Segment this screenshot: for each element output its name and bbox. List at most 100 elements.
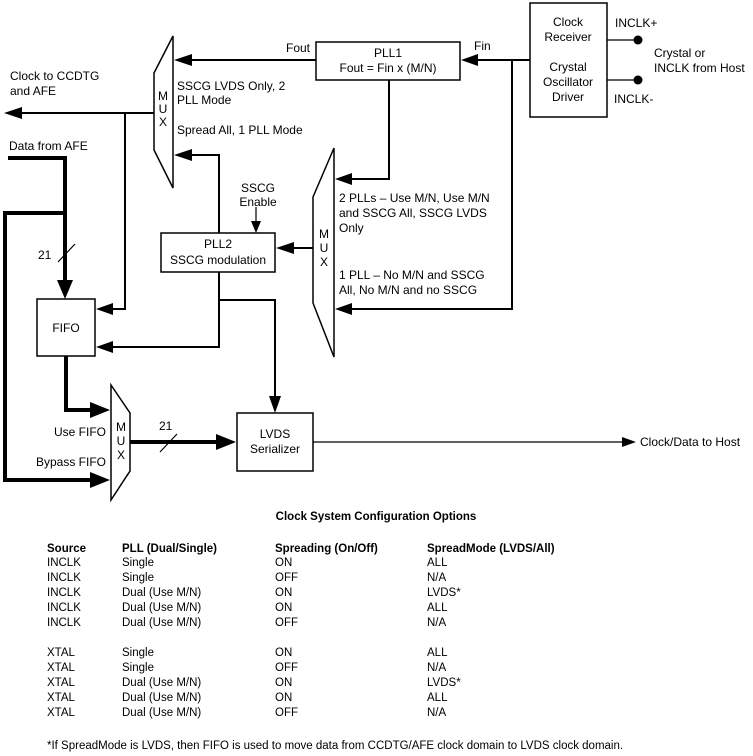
arrow-icon — [622, 437, 636, 447]
table-cell: ALL — [427, 557, 448, 569]
config-table: Clock System Configuration Options Sourc… — [47, 511, 623, 752]
arrow-icon — [276, 242, 294, 254]
table-row: XTAL Dual (Use M/N) ON ALL — [47, 692, 448, 704]
mux2-input-label: All, No M/N and no SSCG — [339, 283, 477, 297]
mux-label: M — [158, 89, 168, 103]
arrow-icon — [96, 303, 113, 315]
table-cell: INCLK — [47, 557, 81, 569]
crystal-osc-label: Oscillator — [543, 75, 593, 89]
column-header: PLL (Dual/Single) — [122, 543, 217, 555]
mux-pll-select: M U X — [312, 147, 335, 358]
table-cell: OFF — [275, 617, 298, 629]
fin-label: Fin — [474, 39, 491, 53]
fout-label: Fout — [286, 41, 311, 55]
mux-data-select: M U X — [110, 382, 131, 503]
column-header: SpreadMode (LVDS/All) — [427, 543, 555, 555]
arrow-icon — [251, 221, 261, 233]
table-footnote: *If SpreadMode is LVDS, then FIFO is use… — [47, 740, 623, 752]
mux-label: M — [319, 227, 329, 241]
table-row: INCLK Dual (Use M/N) OFF N/A — [47, 617, 447, 629]
arrow-icon — [96, 341, 113, 353]
crystal-label: Crystal or — [654, 46, 705, 60]
table-cell: LVDS* — [427, 677, 461, 689]
host-output-label: Clock/Data to Host — [640, 435, 741, 449]
table-row: XTAL Dual (Use M/N) OFF N/A — [47, 707, 447, 719]
table-cell: OFF — [275, 572, 298, 584]
table-cell: XTAL — [47, 707, 76, 719]
table-cell: XTAL — [47, 662, 76, 674]
data-input-label: Data from AFE — [9, 139, 88, 153]
arrow-icon — [216, 434, 236, 450]
table-cell: XTAL — [47, 692, 76, 704]
arrow-icon — [57, 280, 73, 299]
table-cell: Dual (Use M/N) — [122, 587, 201, 599]
table-row: INCLK Single ON ALL — [47, 557, 448, 569]
inclk-plus-pin-icon — [633, 35, 643, 45]
table-row: INCLK Dual (Use M/N) ON ALL — [47, 602, 448, 614]
pll2-label: PLL2 — [204, 237, 232, 251]
table-cell: ALL — [427, 692, 448, 704]
mux1-input-label: Spread All, 1 PLL Mode — [177, 123, 303, 137]
mux-label: M — [116, 420, 126, 434]
clock-receiver-block: Clock Receiver Crystal Oscillator Driver — [529, 2, 608, 118]
mux2-input-label: and SSCG All, SSCG LVDS — [339, 206, 487, 220]
sscg-enable-label: Enable — [239, 195, 277, 209]
crystal-osc-label: Crystal — [549, 60, 586, 74]
table-cell: Dual (Use M/N) — [122, 707, 201, 719]
bypass-fifo-label: Bypass FIFO — [36, 455, 106, 469]
mux-label: U — [320, 241, 329, 255]
table-cell: XTAL — [47, 647, 76, 659]
arrow-icon — [4, 107, 22, 119]
table-cell: Single — [122, 557, 154, 569]
column-header: Source — [47, 543, 86, 555]
pll1-block: PLL1 Fout = Fin x (M/N) — [315, 41, 461, 81]
table-cell: ON — [275, 647, 292, 659]
mux2-input-label: 2 PLLs – Use M/N, Use M/N — [339, 191, 490, 205]
pll2-block: PLL2 SSCG modulation — [160, 232, 276, 273]
table-cell: INCLK — [47, 587, 81, 599]
clock-receiver-label: Receiver — [544, 30, 591, 44]
table-cell: OFF — [275, 707, 298, 719]
table-cell: Dual (Use M/N) — [122, 602, 201, 614]
table-row: INCLK Dual (Use M/N) ON LVDS* — [47, 587, 461, 599]
lvds-label: Serializer — [250, 442, 300, 456]
table-cell: Dual (Use M/N) — [122, 677, 201, 689]
fifo-block: FIFO — [36, 298, 96, 357]
clock-output-label: and AFE — [10, 84, 56, 98]
use-fifo-label: Use FIFO — [54, 425, 106, 439]
pll1-formula: Fout = Fin x (M/N) — [339, 61, 436, 75]
table-cell: N/A — [427, 662, 447, 674]
table-cell: ON — [275, 692, 292, 704]
table-header: Source PLL (Dual/Single) Spreading (On/O… — [47, 543, 555, 555]
mux-label: U — [117, 434, 126, 448]
clock-receiver-label: Clock — [553, 15, 584, 29]
arrow-icon — [174, 149, 192, 161]
inclk-plus-label: INCLK+ — [615, 16, 657, 30]
table-cell: XTAL — [47, 677, 76, 689]
table-cell: Single — [122, 662, 154, 674]
mux-label: U — [159, 102, 168, 116]
table-cell: Dual (Use M/N) — [122, 692, 201, 704]
table-cell: INCLK — [47, 572, 81, 584]
table-cell: N/A — [427, 572, 447, 584]
table-cell: LVDS* — [427, 587, 461, 599]
table-cell: ALL — [427, 647, 448, 659]
mux1-input-label: PLL Mode — [177, 93, 232, 107]
arrow-icon — [174, 54, 192, 66]
lvds-serializer-block: LVDS Serializer — [236, 412, 314, 472]
clock-output-label: Clock to CCDTG — [10, 69, 99, 83]
table-row: XTAL Dual (Use M/N) ON LVDS* — [47, 677, 461, 689]
mux2-input-label: 1 PLL – No M/N and SSCG — [339, 268, 485, 282]
table-cell: N/A — [427, 707, 447, 719]
table-cell: INCLK — [47, 617, 81, 629]
table-row: INCLK Single OFF N/A — [47, 572, 447, 584]
bus-width-label: 21 — [38, 248, 52, 262]
table-cell: OFF — [275, 662, 298, 674]
table-cell: Single — [122, 647, 154, 659]
arrow-icon — [335, 173, 352, 185]
bus-width-label: 21 — [159, 419, 173, 433]
mux-clock-select: M U X — [153, 35, 174, 189]
inclk-minus-pin-icon — [633, 75, 643, 85]
mux1-input-label: SSCG LVDS Only, 2 — [177, 79, 286, 93]
